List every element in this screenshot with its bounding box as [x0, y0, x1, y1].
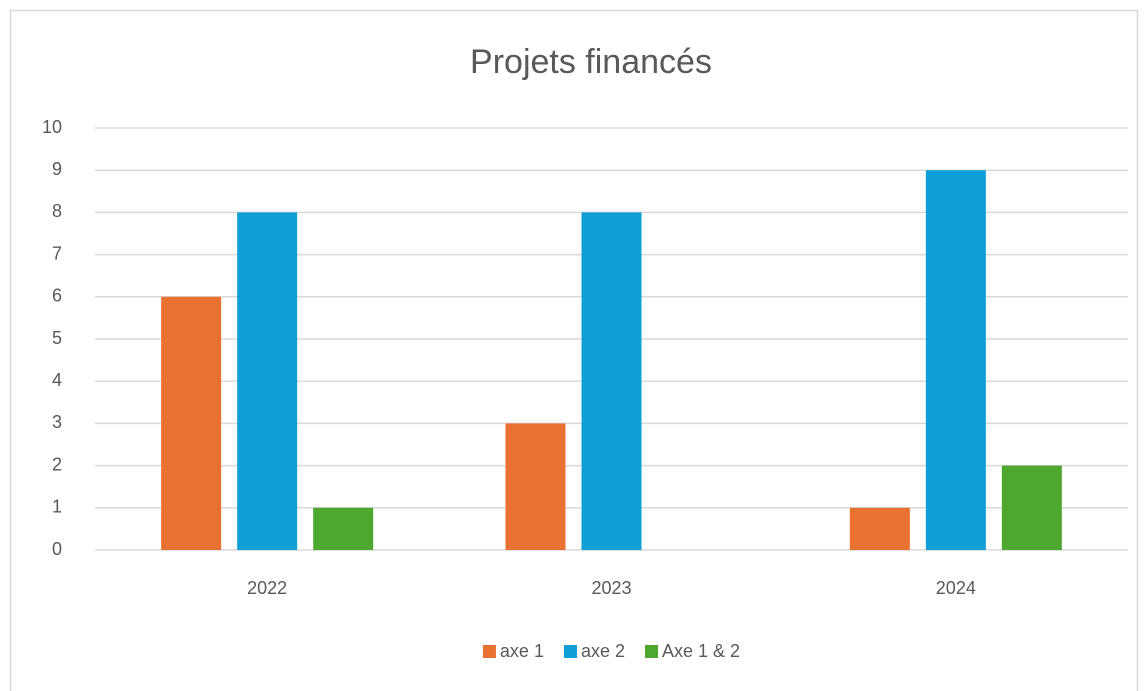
- bar: [581, 212, 642, 550]
- bar: [161, 296, 222, 550]
- legend-swatch: [645, 645, 659, 658]
- y-tick-label: 10: [42, 117, 62, 137]
- y-tick-label: 5: [52, 328, 62, 348]
- chart-title: Projets financés: [470, 43, 712, 81]
- y-tick-label: 9: [52, 159, 62, 179]
- bar: [1001, 465, 1062, 550]
- y-tick-label: 4: [52, 370, 62, 390]
- y-tick-label: 8: [52, 201, 62, 221]
- legend-swatch: [482, 645, 496, 658]
- bar: [925, 170, 986, 550]
- x-tick-label: 2023: [591, 578, 631, 598]
- y-tick-label: 1: [52, 497, 62, 517]
- legend-label: axe 2: [581, 641, 625, 661]
- y-tick-label: 7: [52, 243, 62, 263]
- legend-label: axe 1: [500, 641, 544, 661]
- y-tick-label: 3: [52, 412, 62, 432]
- legend-label: Axe 1 & 2: [662, 641, 740, 661]
- y-tick-label: 2: [52, 454, 62, 474]
- bar: [237, 212, 298, 550]
- bar: [849, 507, 910, 550]
- bar: [505, 423, 566, 550]
- y-tick-label: 0: [52, 539, 62, 559]
- legend-swatch: [563, 645, 577, 658]
- x-tick-label: 2024: [936, 578, 976, 598]
- bar: [313, 507, 374, 550]
- x-tick-label: 2022: [247, 578, 287, 598]
- y-tick-label: 6: [52, 286, 62, 306]
